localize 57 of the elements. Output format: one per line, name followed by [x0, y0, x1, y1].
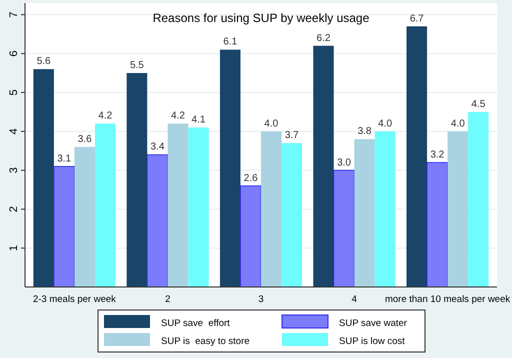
data-label: 3.4: [150, 142, 165, 153]
data-label: 3.0: [337, 157, 352, 168]
legend-label: SUP is easy to store: [161, 336, 250, 347]
data-label: 4.0: [378, 118, 392, 130]
bar: [406, 26, 428, 287]
bar: [74, 146, 95, 287]
data-label: 4.2: [171, 110, 186, 122]
bar: [54, 166, 75, 288]
data-label: 4.0: [264, 118, 279, 130]
data-label: 4.5: [471, 98, 486, 110]
x-tick-label: 2: [165, 294, 170, 305]
data-label: 6.2: [316, 32, 331, 44]
bar: [240, 185, 262, 288]
y-tick-label: 7: [8, 12, 20, 18]
bar: [126, 73, 148, 287]
y-tick-label: 1: [8, 245, 20, 252]
y-tick-label: 6: [8, 50, 20, 57]
data-label: 2.6: [244, 172, 258, 184]
bar: [94, 124, 116, 287]
data-label: 3.1: [57, 153, 72, 164]
bar: [261, 131, 282, 287]
data-label: 4.0: [450, 118, 466, 130]
data-label: 4.2: [98, 110, 113, 122]
y-tick-label: 3: [8, 167, 20, 174]
bar: [168, 124, 188, 287]
x-tick-label: 2-3 meals per week: [32, 294, 116, 305]
data-label: 3.6: [78, 134, 92, 145]
legend-label: SUP save water: [339, 318, 407, 329]
y-tick-label: 5: [8, 89, 20, 96]
data-label: 4.1: [192, 114, 206, 126]
data-label: 6.1: [223, 36, 238, 48]
data-label: 3.2: [430, 150, 445, 161]
bar: [354, 139, 375, 287]
bar: [188, 127, 209, 287]
y-tick-label: 2: [8, 206, 20, 212]
data-label: 5.5: [130, 60, 144, 72]
text: Reasons for using SUP by weekly usage: [152, 11, 370, 25]
bar: [146, 154, 168, 288]
bar: [448, 131, 468, 287]
x-tick-label: more than 10 meals per week: [384, 294, 510, 305]
data-label: 3.8: [358, 126, 372, 138]
bar: [426, 162, 448, 288]
bar: [333, 170, 355, 288]
data-label: 3.7: [284, 130, 300, 142]
x-tick-label: 4: [352, 294, 357, 305]
bar: [313, 46, 334, 287]
legend-label: SUP is low cost: [339, 336, 406, 347]
bar: [282, 143, 302, 287]
bar: [374, 131, 396, 287]
bar: [468, 112, 489, 287]
data-label: 5.6: [36, 56, 52, 68]
bar: [220, 50, 240, 287]
y-tick-label: 4: [8, 128, 20, 134]
bar: [33, 69, 54, 287]
legend-label: SUP save effort: [161, 318, 230, 329]
data-label: 6.7: [410, 13, 424, 24]
x-tick-label: 3: [258, 294, 264, 305]
